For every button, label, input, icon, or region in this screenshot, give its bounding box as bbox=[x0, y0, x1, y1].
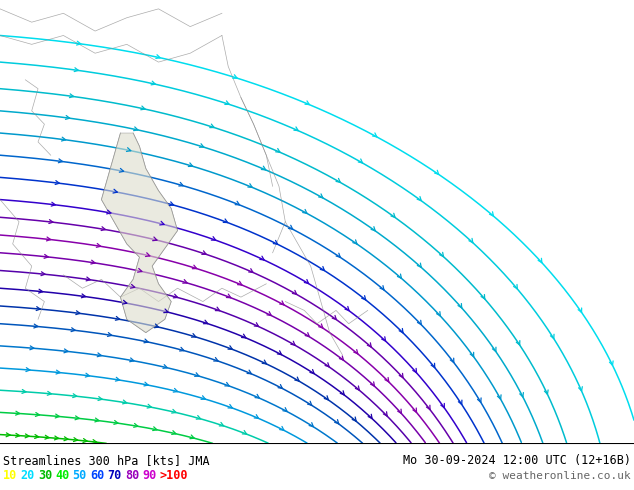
Text: 50: 50 bbox=[73, 469, 87, 482]
Text: Streamlines 300 hPa [kts] JMA: Streamlines 300 hPa [kts] JMA bbox=[3, 454, 210, 466]
Text: 80: 80 bbox=[125, 469, 139, 482]
Polygon shape bbox=[101, 133, 178, 333]
Text: 70: 70 bbox=[107, 469, 122, 482]
Text: 30: 30 bbox=[38, 469, 52, 482]
Text: 90: 90 bbox=[142, 469, 157, 482]
Text: 60: 60 bbox=[90, 469, 104, 482]
Text: 20: 20 bbox=[20, 469, 35, 482]
Text: 40: 40 bbox=[55, 469, 70, 482]
Text: >100: >100 bbox=[160, 469, 188, 482]
Text: 10: 10 bbox=[3, 469, 17, 482]
Text: © weatheronline.co.uk: © weatheronline.co.uk bbox=[489, 471, 631, 481]
Text: Mo 30-09-2024 12:00 UTC (12+16B): Mo 30-09-2024 12:00 UTC (12+16B) bbox=[403, 454, 631, 466]
